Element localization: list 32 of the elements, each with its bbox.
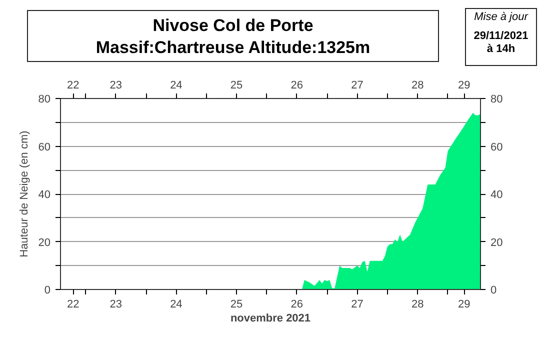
y2-tick-label: 0 [490,284,497,296]
x-tick-label: 29 [458,80,470,92]
y2-tick-label: 60 [490,141,503,154]
x-tick-label: 22 [66,80,80,92]
y-tick-label: 60 [38,141,51,154]
x2-tick-label: 29 [458,298,470,310]
x2-tick-label: 26 [290,298,304,310]
y-axis-title: Hauteur de Neige (en cm) [18,130,30,258]
x-tick-label: 28 [412,80,424,92]
y-tick-label: 0 [44,284,51,296]
x-tick-label: 24 [170,80,182,92]
chart-subtitle: Massif:Chartreuse Altitude:1325m [96,38,370,57]
x2-tick-label: 22 [66,298,80,310]
x2-tick-label: 24 [170,298,182,310]
chart-title: Nivose Col de Porte [152,16,314,35]
x2-tick-label: 25 [230,298,243,310]
text: Mise à jour [473,11,530,24]
y2-tick-label: 20 [490,236,503,249]
y2-tick-label: 40 [490,189,503,201]
y-tick-label: 40 [38,189,51,201]
x2-tick-label: 23 [110,298,122,310]
x-tick-label: 26 [290,80,304,92]
x-tick-label: 27 [351,80,364,92]
x-axis-title: novembre 2021 [230,312,311,324]
y-tick-label: 20 [38,236,51,249]
x-tick-label: 25 [230,80,243,92]
x2-tick-label: 28 [412,298,424,310]
y2-tick-label: 80 [490,94,503,106]
x-tick-label: 23 [110,80,122,92]
y-tick-label: 80 [38,94,51,106]
x2-tick-label: 27 [351,298,364,310]
text: 29/11/2021 à 14h [472,30,530,56]
